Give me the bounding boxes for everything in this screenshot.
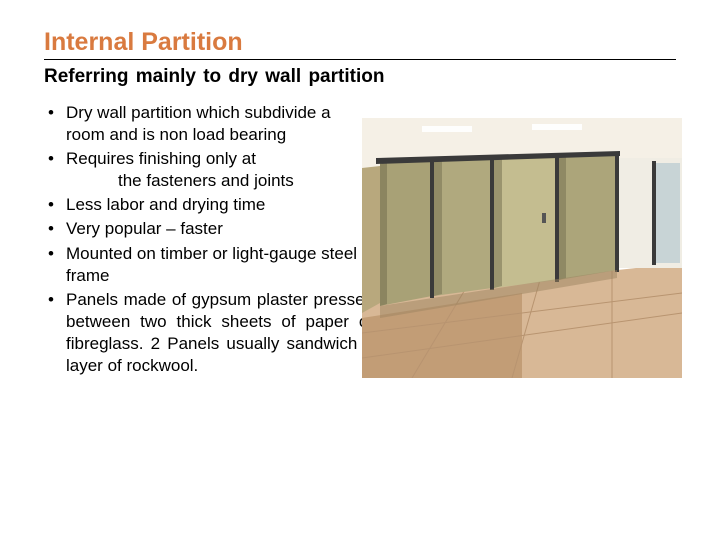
list-item: Very popular – faster [44, 218, 374, 240]
slide-title: Internal Partition [44, 28, 676, 57]
list-item: Dry wall partition which subdivide a roo… [44, 102, 374, 146]
list-item: Mounted on timber or light-gauge steel f… [44, 243, 374, 287]
slide-subtitle: Referring mainly to dry wall partition [44, 66, 676, 88]
title-underline [44, 59, 676, 60]
partition-photo [362, 118, 682, 378]
list-item: Panels made of gypsum plaster pressed be… [44, 289, 374, 377]
list-item: Requires finishing only atthe fasteners … [44, 148, 374, 192]
bullet-list: Dry wall partition which subdivide a roo… [44, 102, 374, 379]
list-item: Less labor and drying time [44, 194, 374, 216]
